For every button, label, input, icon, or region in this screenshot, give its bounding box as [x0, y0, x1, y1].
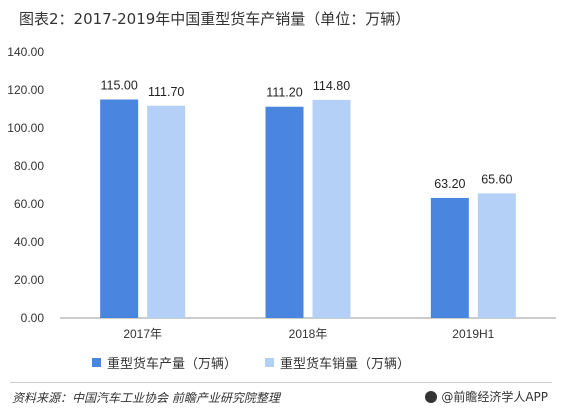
data-label: 111.70	[148, 85, 184, 99]
bar-sales	[477, 193, 516, 318]
data-label: 111.20	[266, 86, 302, 100]
x-category-label: 2017年	[123, 327, 162, 341]
bar-production	[265, 106, 304, 318]
brand-logo-icon	[425, 390, 438, 403]
chart-title: 图表2：2017-2019年中国重型货车产销量（单位：万辆）	[19, 10, 411, 28]
y-tick-label: 80.00	[14, 159, 44, 173]
y-tick-label: 120.00	[7, 83, 44, 97]
legend-swatch-sales	[265, 358, 275, 367]
bar-sales	[147, 105, 186, 319]
legend-label-production: 重型货车产量（万辆）	[107, 357, 238, 372]
data-label: 63.20	[434, 177, 465, 191]
chart-legend: 重型货车产量（万辆） 重型货车销量（万辆）	[92, 353, 410, 372]
data-label: 114.80	[313, 79, 350, 93]
source-note: 资料来源：中国汽车工业协会 前瞻产业研究院整理	[12, 391, 280, 405]
x-category-label: 2018年	[289, 327, 328, 341]
y-tick-label: 40.00	[14, 235, 44, 249]
y-tick-label: 140.00	[7, 45, 44, 59]
bar-production	[100, 99, 139, 318]
x-category-label: 2019H1	[452, 327, 494, 341]
legend-item-production: 重型货车产量（万辆）	[92, 353, 237, 372]
brand-label: @前瞻经济学人APP	[441, 390, 548, 404]
y-tick-label: 0.00	[21, 311, 45, 325]
data-label: 115.00	[101, 79, 138, 93]
legend-item-sales: 重型货车销量（万辆）	[265, 353, 410, 372]
brand-credit: @前瞻经济学人APP	[425, 388, 548, 405]
footer-divider	[10, 382, 552, 383]
y-tick-label: 20.00	[14, 273, 44, 287]
bar-sales	[312, 99, 351, 318]
data-label: 65.60	[481, 172, 512, 186]
y-tick-label: 100.00	[7, 121, 44, 135]
y-tick-label: 60.00	[14, 197, 44, 211]
legend-label-sales: 重型货车销量（万辆）	[280, 357, 411, 372]
bar-production	[430, 197, 469, 318]
legend-swatch-production	[92, 358, 101, 367]
